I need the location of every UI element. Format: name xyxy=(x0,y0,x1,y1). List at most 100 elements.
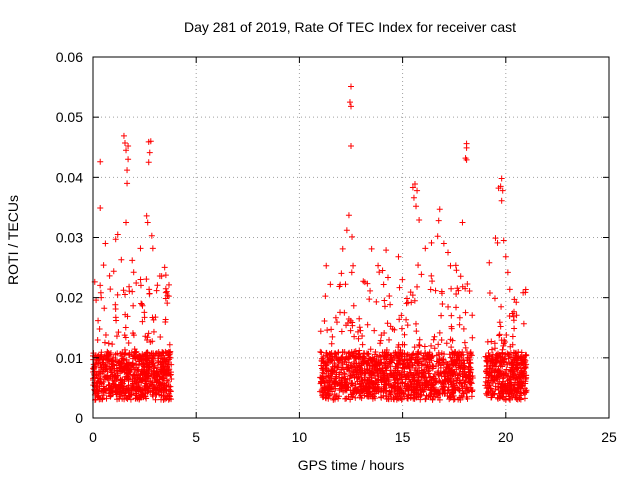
data-point xyxy=(447,379,454,386)
data-point xyxy=(397,347,404,354)
data-point xyxy=(449,362,456,369)
data-point xyxy=(139,318,146,325)
data-point xyxy=(359,355,366,362)
data-point xyxy=(94,336,101,343)
data-point xyxy=(372,348,379,355)
data-point xyxy=(522,387,529,394)
data-point xyxy=(500,340,507,347)
data-point xyxy=(416,342,423,349)
data-point xyxy=(156,387,163,394)
data-point xyxy=(383,346,390,353)
data-point xyxy=(450,370,457,377)
data-point xyxy=(507,343,514,350)
data-point xyxy=(158,396,165,403)
data-point xyxy=(371,387,378,394)
data-point xyxy=(399,276,406,283)
data-point xyxy=(338,366,345,373)
data-point xyxy=(423,392,430,399)
data-point xyxy=(421,343,428,350)
data-point xyxy=(511,325,518,332)
data-point xyxy=(360,278,367,285)
data-point xyxy=(150,387,157,394)
data-point xyxy=(97,158,104,165)
data-point xyxy=(488,346,495,353)
data-point xyxy=(100,356,107,363)
data-point xyxy=(492,356,499,363)
data-point xyxy=(143,369,150,376)
data-point xyxy=(432,287,439,294)
data-point xyxy=(458,392,465,399)
data-point xyxy=(349,363,356,370)
data-point xyxy=(110,354,117,361)
data-point xyxy=(424,351,431,358)
data-point xyxy=(386,376,393,383)
data-point xyxy=(145,330,152,337)
data-point xyxy=(450,350,457,357)
data-point xyxy=(511,349,518,356)
data-point xyxy=(422,245,429,252)
data-point xyxy=(403,316,410,323)
data-point xyxy=(433,378,440,385)
data-point xyxy=(519,360,526,367)
data-point xyxy=(329,356,336,363)
data-point xyxy=(160,356,167,363)
data-point xyxy=(349,233,356,240)
data-point xyxy=(414,359,421,366)
data-point xyxy=(339,245,346,252)
data-point xyxy=(443,340,450,347)
data-point xyxy=(328,340,335,347)
data-point xyxy=(108,360,115,367)
data-point xyxy=(502,253,509,260)
data-point xyxy=(135,361,142,368)
data-point xyxy=(447,262,454,269)
data-point xyxy=(516,395,523,402)
data-point xyxy=(150,328,157,335)
data-point xyxy=(359,341,366,348)
data-point xyxy=(448,344,455,351)
data-point xyxy=(114,231,121,238)
data-point xyxy=(453,384,460,391)
data-point xyxy=(497,371,504,378)
data-point xyxy=(523,361,530,368)
data-point xyxy=(365,369,372,376)
data-point xyxy=(153,287,160,294)
data-point xyxy=(387,323,394,330)
data-point xyxy=(114,370,121,377)
data-point xyxy=(163,349,170,356)
data-point xyxy=(398,312,405,319)
data-point xyxy=(163,288,170,295)
data-point xyxy=(353,360,360,367)
data-point xyxy=(508,379,515,386)
data-point xyxy=(121,383,128,390)
data-point xyxy=(123,147,130,154)
data-point xyxy=(391,354,398,361)
data-point xyxy=(162,289,169,296)
data-point xyxy=(345,316,352,323)
data-point xyxy=(461,379,468,386)
data-point xyxy=(401,356,408,363)
data-point xyxy=(502,387,509,394)
data-point xyxy=(125,339,132,346)
data-point xyxy=(167,369,174,376)
data-point xyxy=(348,143,354,150)
data-point xyxy=(497,358,504,365)
data-point xyxy=(388,387,395,394)
data-point xyxy=(405,299,412,306)
data-point xyxy=(430,375,437,382)
data-point xyxy=(511,296,518,303)
data-point xyxy=(431,371,438,378)
data-point xyxy=(484,392,491,399)
data-point xyxy=(456,377,463,384)
data-point xyxy=(369,380,376,387)
data-point xyxy=(348,372,355,379)
data-point xyxy=(391,326,398,333)
data-point xyxy=(161,264,168,271)
data-point xyxy=(400,360,407,367)
data-point xyxy=(418,271,425,278)
data-point xyxy=(411,375,418,382)
data-point xyxy=(372,385,379,392)
data-point xyxy=(407,379,414,386)
data-point xyxy=(410,380,417,387)
data-point xyxy=(347,387,354,394)
chart-title: Day 281 of 2019, Rate Of TEC Index for r… xyxy=(184,19,516,35)
